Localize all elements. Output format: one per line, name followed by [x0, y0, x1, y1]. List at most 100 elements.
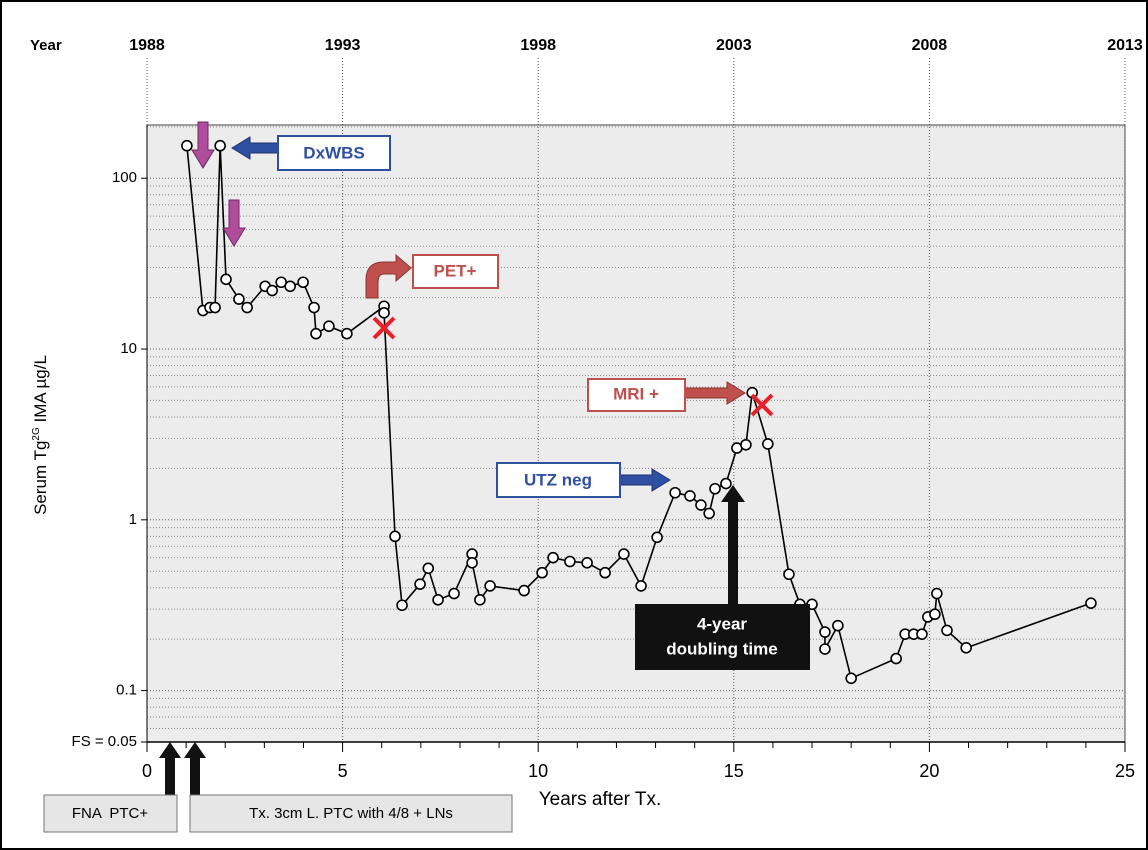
data-point — [890, 652, 902, 665]
data-point — [432, 594, 444, 606]
data-point — [931, 587, 943, 600]
cross-marker — [750, 393, 774, 417]
data-point — [547, 551, 559, 564]
arrow — [365, 253, 412, 299]
data-point — [466, 557, 478, 569]
y-tick-label: FS = 0.05 — [72, 733, 137, 750]
y-axis-title-part: Serum Tg — [31, 441, 50, 515]
data-point — [564, 555, 576, 568]
data-point — [323, 320, 335, 333]
x2-tick-label: 1998 — [520, 37, 556, 54]
data-point — [599, 566, 611, 579]
annotation: FNA PTC+ — [72, 805, 149, 822]
x-axis-title: Years after Tx. — [539, 789, 662, 810]
annotation-box — [43, 794, 178, 833]
data-point — [762, 438, 774, 450]
data-point — [703, 507, 715, 520]
annotation: UTZ neg — [524, 470, 592, 489]
annotation-box — [189, 794, 513, 833]
data-point — [819, 643, 831, 655]
arrow — [721, 485, 745, 605]
arrow — [184, 742, 206, 800]
data-point — [181, 139, 193, 152]
y-tick-label: 0.1 — [116, 682, 137, 699]
arrow — [222, 199, 246, 247]
annotation: doubling time — [666, 639, 777, 658]
y-tick-label: 100 — [112, 169, 137, 186]
data-point — [832, 619, 844, 632]
data-point — [233, 293, 245, 305]
data-point — [220, 273, 232, 286]
data-point — [389, 530, 401, 543]
data-point — [448, 587, 460, 600]
data-point — [484, 580, 496, 592]
annotation: PET+ — [434, 261, 477, 280]
data-point — [378, 306, 390, 319]
data-point — [709, 482, 721, 495]
x-tick-label: 5 — [338, 761, 348, 781]
data-point — [720, 477, 732, 490]
data-point — [819, 626, 831, 638]
data-point — [536, 566, 548, 579]
data-point — [581, 557, 593, 569]
marks — [181, 139, 1097, 685]
data-point — [310, 327, 322, 340]
y-axis-title-part: IMA µg/L — [31, 355, 50, 427]
arrow — [191, 121, 215, 169]
data-point — [474, 594, 486, 606]
data-point — [684, 490, 696, 502]
x2-tick-label: 2003 — [716, 37, 752, 54]
data-point — [960, 642, 972, 654]
data-point — [284, 280, 296, 293]
x2-tick-label: 2013 — [1107, 37, 1143, 54]
data-point — [669, 486, 681, 499]
data-point — [297, 276, 309, 289]
data-point — [308, 301, 320, 314]
data-point — [341, 327, 353, 340]
x-tick-label: 15 — [724, 761, 744, 781]
cross-marker — [372, 316, 396, 340]
annotation: MRI + — [613, 384, 659, 403]
x2-tick-label: 2008 — [912, 37, 948, 54]
data-point — [518, 584, 530, 597]
data-point — [209, 301, 221, 314]
annotation-box — [635, 604, 810, 670]
data-point — [845, 672, 857, 685]
data-point — [740, 438, 752, 451]
data-point — [422, 562, 435, 575]
x-tick-label: 25 — [1115, 761, 1135, 781]
x2-tick-label: 1993 — [325, 37, 361, 54]
annotation: 4-year — [697, 614, 747, 633]
x-tick-label: 0 — [142, 761, 152, 781]
data-point — [241, 301, 253, 314]
data-point — [396, 599, 408, 612]
arrow — [159, 742, 181, 800]
data-point — [941, 624, 953, 637]
data-point — [916, 628, 928, 640]
data-point — [266, 284, 278, 297]
annotation: Tx. 3cm L. PTC with 4/8 + LNs — [249, 805, 453, 822]
y-axis-title: Serum Tg2G IMA µg/L — [31, 355, 51, 515]
annotation-box — [412, 254, 499, 289]
top-axis-title: Year — [30, 37, 62, 54]
data-point — [695, 499, 707, 511]
x2-tick-label: 1988 — [129, 37, 165, 54]
annotation-box — [587, 378, 686, 412]
y-axis-title-sup: 2G — [31, 427, 42, 441]
arrow — [231, 136, 279, 160]
data-point — [214, 139, 226, 152]
data-point — [651, 531, 663, 544]
x-tick-label: 10 — [528, 761, 548, 781]
data-point — [414, 578, 426, 590]
annotation: DxWBS — [303, 143, 364, 162]
data-point — [783, 568, 795, 581]
y-tick-label: 1 — [129, 511, 137, 528]
data-point — [929, 608, 941, 621]
data-point — [1085, 597, 1097, 609]
annotations: DxWBS PET+ MRI + UTZ neg 4-year doubling… — [43, 121, 810, 833]
annotation-box — [496, 462, 621, 498]
arrow — [619, 468, 671, 492]
x-tick-label: 20 — [919, 761, 939, 781]
arrow — [684, 381, 746, 405]
